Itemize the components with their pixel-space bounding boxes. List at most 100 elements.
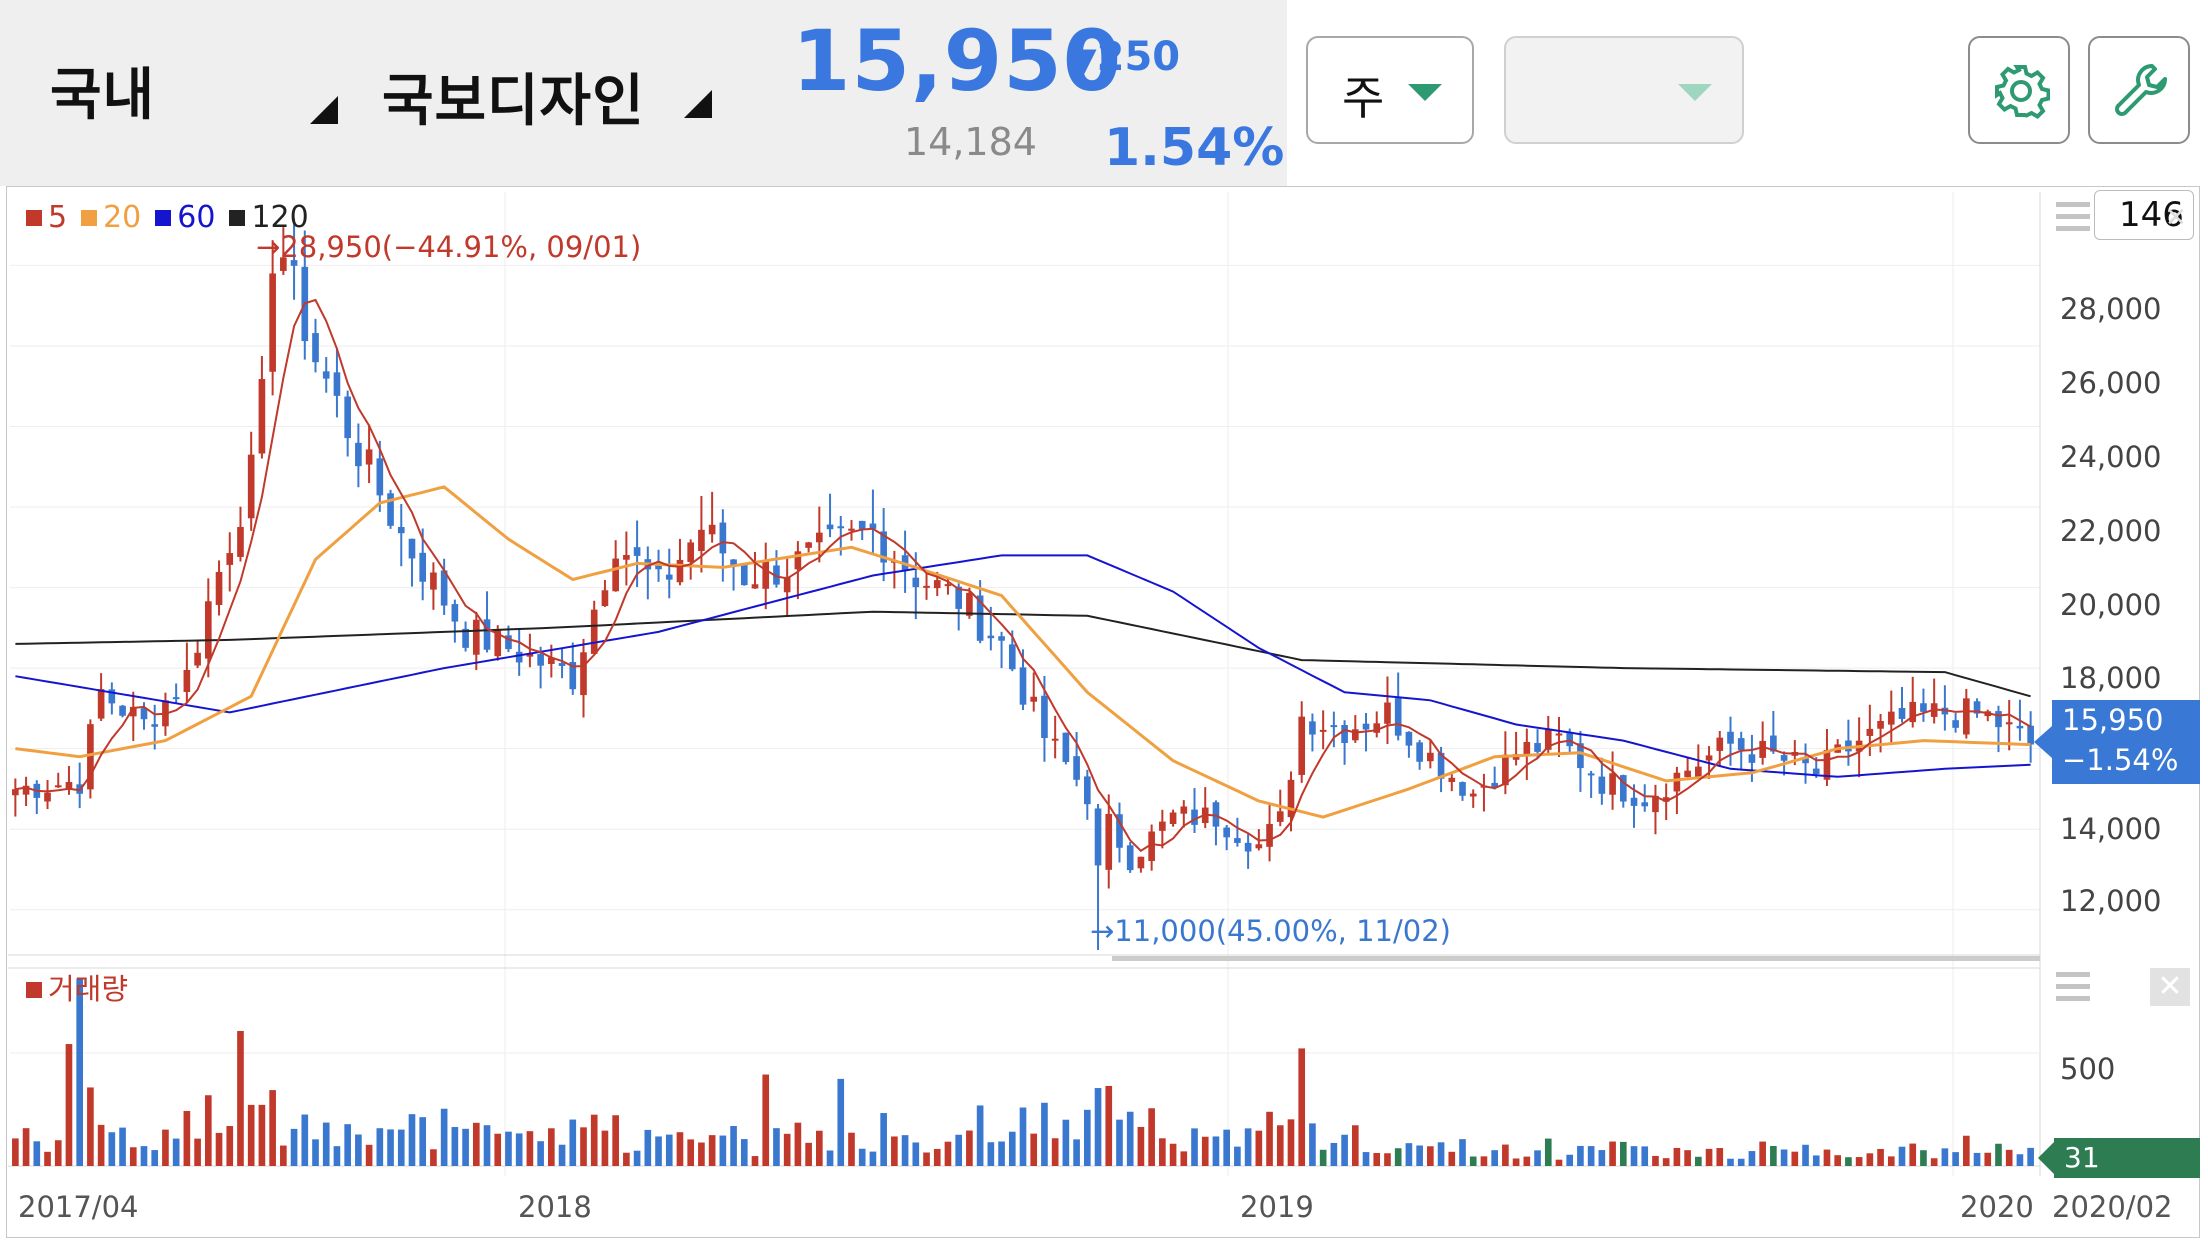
- volume-bar: [837, 1078, 845, 1166]
- candle-body: [247, 454, 255, 519]
- chart-menu-icon[interactable]: [2056, 202, 2090, 238]
- candle-body: [1502, 754, 1509, 786]
- down-arrow-icon: ▼: [1072, 40, 1097, 78]
- volume-menu-icon[interactable]: [2056, 972, 2090, 1008]
- candle-body: [129, 706, 137, 717]
- candle-body: [440, 570, 448, 606]
- ma120-line: [15, 610, 2031, 698]
- volume-bar: [1180, 1151, 1188, 1166]
- change-percent: 1.54%: [1104, 118, 1285, 178]
- candle-body: [280, 257, 287, 271]
- candle-body: [998, 636, 1005, 641]
- volume-bar: [462, 1128, 469, 1166]
- legend-ma120: 120: [229, 200, 309, 235]
- candle-body: [140, 708, 148, 720]
- candle-body: [1137, 856, 1145, 869]
- ma5-line: [15, 298, 2032, 853]
- candle-body: [119, 705, 126, 716]
- candle-count-input[interactable]: 146 ✕: [2094, 190, 2194, 240]
- chart-frame[interactable]: [6, 186, 2200, 1238]
- candle-body: [2005, 722, 2013, 725]
- candle-body: [558, 663, 566, 666]
- y-tick-label: 28,000: [2060, 292, 2162, 326]
- volume-bar: [966, 1130, 973, 1166]
- volume-bar: [1341, 1134, 1348, 1166]
- volume-bar: [1887, 1156, 1895, 1166]
- candle-body: [322, 371, 330, 379]
- candle-body: [1759, 740, 1766, 758]
- volume-bar: [1051, 1138, 1059, 1166]
- volume-bar: [505, 1131, 512, 1166]
- volume-bar: [258, 1104, 266, 1166]
- gear-icon: [1995, 65, 2050, 120]
- volume-bar: [301, 1114, 309, 1166]
- candle-body: [1566, 732, 1574, 747]
- candle-body: [1384, 702, 1391, 724]
- volume-bar: [22, 1128, 30, 1166]
- legend-ma20: 20: [81, 200, 141, 235]
- stock-select-caret-icon[interactable]: [684, 90, 712, 118]
- candle-body: [1662, 797, 1670, 802]
- candle-body: [344, 396, 351, 439]
- candle-body: [526, 653, 534, 657]
- legend-ma5: 5: [26, 200, 67, 235]
- candle-body: [1780, 755, 1788, 761]
- candle-body: [1619, 775, 1627, 802]
- volume-bar: [140, 1146, 148, 1166]
- volume-bar: [1094, 1088, 1102, 1166]
- stock-select-label[interactable]: 국보디자인: [382, 69, 645, 134]
- candle-body: [719, 522, 727, 554]
- volume-bar: [1266, 1111, 1273, 1166]
- volume-bar: [226, 1126, 234, 1166]
- volume-bar: [569, 1119, 577, 1166]
- close-icon[interactable]: ✕: [2165, 203, 2187, 233]
- volume-bar: [1427, 1146, 1434, 1166]
- volume-bar: [1394, 1148, 1402, 1166]
- volume-bar: [912, 1142, 920, 1166]
- candle-body: [2027, 725, 2034, 745]
- market-select-label[interactable]: 국내: [50, 63, 156, 128]
- candle-body: [1630, 797, 1638, 806]
- volume-bar: [1630, 1146, 1638, 1166]
- volume-bar: [1148, 1108, 1155, 1166]
- trade-volume: 14,184: [904, 120, 1037, 164]
- volume-bar: [869, 1151, 877, 1166]
- market-select-caret-icon[interactable]: [310, 96, 338, 124]
- volume-bar: [1716, 1148, 1724, 1166]
- candle-body: [1523, 741, 1531, 757]
- y-tick-label: 20,000: [2060, 588, 2162, 622]
- volume-bar: [1041, 1102, 1048, 1166]
- volume-bar: [1137, 1126, 1145, 1166]
- volume-bar: [816, 1130, 823, 1166]
- period-dropdown[interactable]: 주: [1306, 36, 1474, 144]
- volume-bar: [944, 1141, 952, 1166]
- volume-bar: [1619, 1141, 1627, 1166]
- x-axis-label: 2018: [518, 1190, 592, 1224]
- candle-body: [1223, 827, 1230, 838]
- stock-info-panel: 국내 국보디자인 15,950 ▼250 14,184 1.54%: [0, 0, 1287, 186]
- indicator-dropdown[interactable]: [1504, 36, 1744, 144]
- tools-button[interactable]: [2088, 36, 2190, 144]
- volume-bar: [1544, 1138, 1552, 1166]
- candle-body: [1695, 766, 1702, 777]
- candle-body: [816, 532, 823, 543]
- candle-body: [1845, 740, 1852, 752]
- volume-bar: [901, 1135, 909, 1166]
- volume-bar: [76, 978, 84, 1166]
- y-tick-label: 18,000: [2060, 661, 2162, 695]
- candle-body: [483, 619, 491, 650]
- x-axis-label: 2019: [1240, 1190, 1314, 1224]
- volume-bar: [687, 1139, 695, 1166]
- max-price-annotation: →28,950(−44.91%, 09/01): [256, 230, 642, 264]
- settings-button[interactable]: [1968, 36, 2070, 144]
- candle-body: [1469, 793, 1477, 797]
- volume-bar: [633, 1150, 641, 1166]
- candle-body: [976, 595, 984, 641]
- volume-bar: [526, 1131, 534, 1166]
- ma20-line: [15, 485, 2031, 819]
- candle-body: [1587, 773, 1595, 776]
- candle-body: [1598, 776, 1606, 794]
- close-volume-icon[interactable]: ✕: [2150, 968, 2190, 1006]
- volume-bar: [1748, 1151, 1756, 1166]
